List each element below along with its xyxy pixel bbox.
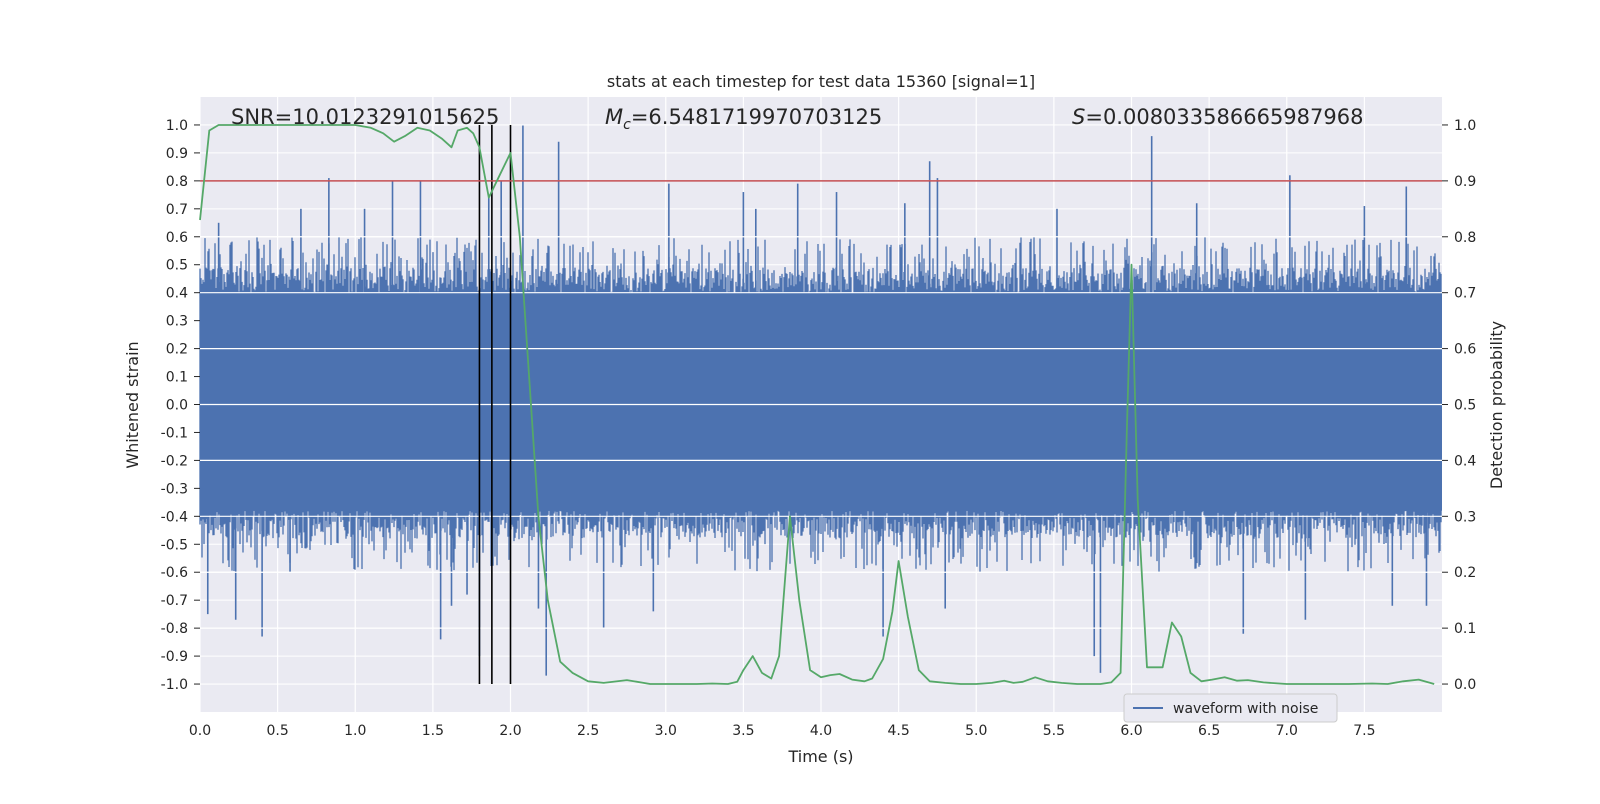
- y-tick-label-right: 0.1: [1454, 621, 1476, 637]
- y-tick-label-right: 0.0: [1454, 677, 1476, 693]
- y-tick-label-left: 0.3: [166, 314, 188, 330]
- y-axis-label-right: Detection probability: [1487, 321, 1506, 489]
- x-tick-label: 6.5: [1198, 723, 1220, 739]
- y-tick-label-left: 0.8: [166, 174, 188, 190]
- y-tick-label-left: -0.2: [161, 453, 188, 469]
- x-tick-label: 2.0: [499, 723, 521, 739]
- y-tick-label-left: -0.7: [161, 593, 188, 609]
- legend-label: waveform with noise: [1173, 701, 1318, 717]
- y-tick-label-left: 0.1: [166, 370, 188, 386]
- y-tick-label-left: -0.6: [161, 565, 188, 581]
- chirp-mass-symbol: M: [605, 105, 623, 129]
- legend: waveform with noise: [1123, 693, 1338, 723]
- detection-probability-line: [199, 124, 1435, 685]
- chart-title: stats at each timestep for test data 153…: [607, 72, 1035, 91]
- y-tick-label-right: 0.5: [1454, 398, 1476, 414]
- y-tick-label-right: 0.2: [1454, 565, 1476, 581]
- x-tick-label: 7.5: [1353, 723, 1375, 739]
- y-tick-label-right: 0.6: [1454, 342, 1476, 358]
- y-tick-label-left: 0.6: [166, 230, 188, 246]
- y-tick-label-left: -0.5: [161, 537, 188, 553]
- y-tick-label-left: 1.0: [166, 118, 188, 134]
- x-tick-label: 7.0: [1276, 723, 1298, 739]
- y-axis-label-left: Whitened strain: [123, 341, 142, 468]
- axis-ticks: 0.0 0.5 1.0 1.5 2.0 2.5 3.0 3.5 4.0 4.5 5.0 5.5 6.0 6…: [161, 118, 1477, 739]
- snr-annotation: SNR=10.0123291015625: [231, 105, 499, 129]
- x-tick-label: 1.5: [422, 723, 444, 739]
- y-tick-label-left: 0.9: [166, 146, 188, 162]
- y-tick-label-left: 0.0: [166, 398, 188, 414]
- y-tick-label-left: -0.8: [161, 621, 188, 637]
- y-tick-label-right: 1.0: [1454, 118, 1476, 134]
- waveform-with-noise-series: [199, 124, 1442, 685]
- x-axis-label: Time (s): [787, 747, 853, 766]
- y-tick-label-right: 0.7: [1454, 286, 1476, 302]
- x-tick-label: 3.0: [655, 723, 677, 739]
- x-tick-label: 3.5: [732, 723, 754, 739]
- x-tick-label: 4.0: [810, 723, 832, 739]
- y-tick-label-right: 0.4: [1454, 453, 1476, 469]
- y-tick-label-left: 0.4: [166, 286, 188, 302]
- s-symbol: S: [1072, 105, 1085, 129]
- x-tick-label: 0.5: [266, 723, 288, 739]
- legend-box: [1123, 693, 1338, 723]
- y-tick-label-left: 0.2: [166, 342, 188, 358]
- vertical-markers: [478, 124, 512, 685]
- y-tick-label-left: -0.4: [161, 509, 188, 525]
- x-tick-label: 0.0: [189, 723, 211, 739]
- y-tick-label-left: 0.5: [166, 258, 188, 274]
- x-tick-label: 6.0: [1120, 723, 1142, 739]
- y-tick-label-right: 0.9: [1454, 174, 1476, 190]
- y-tick-label-left: -0.1: [161, 425, 188, 441]
- y-tick-label-left: -0.3: [161, 481, 188, 497]
- waveform-noise-trace: [199, 236, 1442, 573]
- y-tick-label-right: 0.3: [1454, 509, 1476, 525]
- x-tick-label: 5.0: [965, 723, 987, 739]
- y-tick-label-right: 0.8: [1454, 230, 1476, 246]
- y-tick-label-left: -1.0: [161, 677, 188, 693]
- detection-probability-series: [199, 124, 1435, 685]
- chirp-mass-subscript: c: [623, 117, 631, 133]
- y-tick-label-left: 0.7: [166, 202, 188, 218]
- x-tick-label: 1.0: [344, 723, 366, 739]
- chirp-mass-value: =6.5481719970703125: [631, 105, 882, 129]
- s-annotation: S=0.008033586665987968: [1072, 105, 1363, 129]
- x-tick-label: 2.5: [577, 723, 599, 739]
- s-value: =0.008033586665987968: [1085, 105, 1363, 129]
- y-tick-label-left: -0.9: [161, 649, 188, 665]
- x-tick-label: 5.5: [1043, 723, 1065, 739]
- chirp-mass-annotation: Mc=6.5481719970703125: [605, 105, 882, 133]
- x-tick-label: 4.5: [887, 723, 909, 739]
